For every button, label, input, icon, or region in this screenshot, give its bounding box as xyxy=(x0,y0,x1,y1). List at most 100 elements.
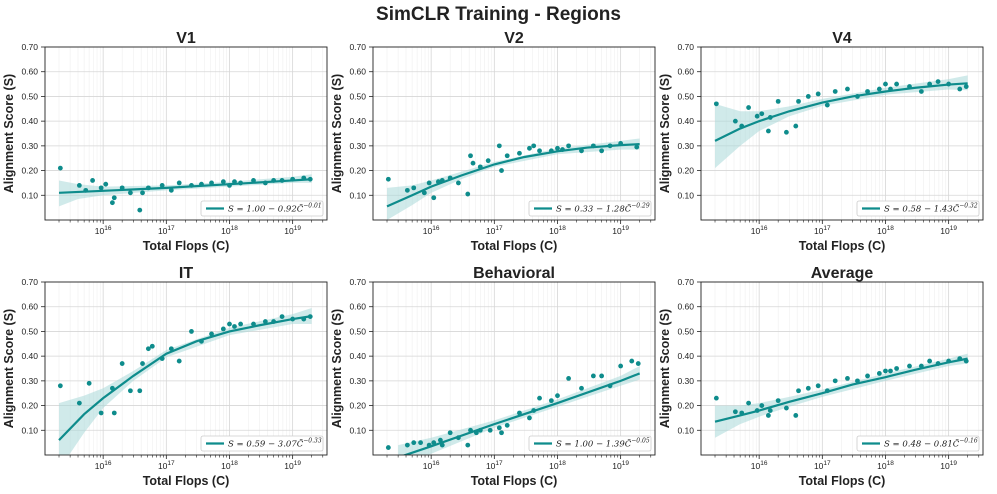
y-tick-label: 0.30 xyxy=(677,141,694,151)
data-point xyxy=(579,148,584,154)
data-point xyxy=(759,111,765,117)
data-point xyxy=(548,148,554,154)
panel-title: V4 xyxy=(832,30,852,47)
x-tick-label: 1016 xyxy=(751,460,768,471)
data-point xyxy=(957,356,963,362)
data-point xyxy=(935,361,941,366)
data-point xyxy=(555,393,560,399)
data-point xyxy=(815,91,821,97)
data-point xyxy=(894,81,899,87)
y-axis-label: Alignment Score (S) xyxy=(2,74,16,193)
data-point xyxy=(189,329,194,334)
y-tick-label: 0.10 xyxy=(677,190,694,200)
data-point xyxy=(137,207,143,213)
x-tick-label: 1017 xyxy=(158,225,175,236)
legend-box xyxy=(856,200,980,217)
data-point xyxy=(832,378,838,384)
data-point xyxy=(111,410,117,416)
data-point xyxy=(411,185,417,191)
data-point xyxy=(805,94,811,99)
data-point xyxy=(128,190,133,196)
data-point xyxy=(385,176,391,182)
data-point xyxy=(894,366,899,371)
y-tick-label: 0.50 xyxy=(677,326,694,336)
x-tick-label: 1018 xyxy=(549,225,566,236)
x-tick-label: 1019 xyxy=(940,460,957,471)
data-point xyxy=(888,368,893,374)
data-point xyxy=(307,314,313,319)
confidence-band xyxy=(715,353,968,438)
data-point xyxy=(385,445,391,450)
y-axis-label: Alignment Score (S) xyxy=(658,74,672,193)
data-point xyxy=(560,147,565,152)
y-tick-label: 0.70 xyxy=(349,42,366,52)
x-tick-label: 1019 xyxy=(612,225,629,236)
data-point xyxy=(447,430,453,436)
y-tick-label: 0.40 xyxy=(349,351,366,361)
x-tick-label: 1017 xyxy=(486,225,503,236)
data-point xyxy=(531,408,537,413)
x-tick-label: 1016 xyxy=(95,460,112,471)
x-tick-label: 1019 xyxy=(284,460,301,471)
y-tick-label: 0.20 xyxy=(349,401,366,411)
data-point xyxy=(607,143,613,149)
chart-panel-5: 1016 1017 1018 1019 0.10 0.20 0.30 0.40 0.50 0.60… xyxy=(330,265,656,488)
data-point xyxy=(888,86,893,92)
fit-line xyxy=(58,315,312,441)
data-point xyxy=(199,181,204,187)
plot-frame xyxy=(372,46,656,221)
data-point xyxy=(220,326,226,332)
data-point xyxy=(907,84,912,89)
legend-label: S = 1.00 − 0.92C̃−0.01 xyxy=(228,203,322,215)
data-point xyxy=(404,442,410,448)
data-point xyxy=(775,398,781,404)
data-point xyxy=(746,400,751,406)
data-point xyxy=(209,331,214,337)
data-point xyxy=(713,101,719,107)
data-point xyxy=(279,314,285,319)
legend-box xyxy=(528,200,652,217)
data-point xyxy=(437,437,443,443)
data-point xyxy=(607,383,613,389)
data-point xyxy=(946,358,952,364)
data-point xyxy=(784,129,789,135)
fit-line xyxy=(402,372,641,455)
x-tick-label: 1019 xyxy=(612,460,629,471)
y-tick-label: 0.40 xyxy=(21,351,38,361)
data-point xyxy=(159,183,165,188)
data-point xyxy=(456,435,461,441)
x-tick-label: 1017 xyxy=(158,460,175,471)
data-point xyxy=(103,181,109,187)
data-point xyxy=(465,442,471,448)
data-point xyxy=(855,94,860,99)
panel-title: V2 xyxy=(504,30,524,47)
chart-panel-1: 1016 1017 1018 1019 0.10 0.20 0.30 0.40 0.50 0.60… xyxy=(2,30,328,253)
y-tick-label: 0.30 xyxy=(21,376,38,386)
y-tick-label: 0.60 xyxy=(21,302,38,312)
data-point xyxy=(137,388,143,394)
data-point xyxy=(775,98,781,104)
y-tick-label: 0.60 xyxy=(677,67,694,77)
y-tick-label: 0.40 xyxy=(349,116,366,126)
data-point xyxy=(98,410,104,416)
data-point xyxy=(935,79,941,84)
y-tick-label: 0.20 xyxy=(349,166,366,176)
y-tick-label: 0.20 xyxy=(677,401,694,411)
data-point xyxy=(128,388,133,394)
data-point xyxy=(220,179,226,185)
x-tick-label: 1017 xyxy=(814,225,831,236)
chart-panel-3: 1016 1017 1018 1019 0.10 0.20 0.30 0.40 0.50 0.60… xyxy=(658,30,984,253)
x-axis-label: Total Flops (C) xyxy=(143,239,230,253)
x-tick-label: 1018 xyxy=(877,460,894,471)
data-point xyxy=(57,383,63,389)
data-point xyxy=(83,187,89,193)
legend-box xyxy=(200,435,324,452)
legend-label: S = 0.59 − 3.07C̃−0.33 xyxy=(228,438,322,450)
panel-title: IT xyxy=(179,265,193,282)
data-point xyxy=(262,319,268,324)
y-tick-label: 0.20 xyxy=(21,166,38,176)
data-point xyxy=(824,388,830,394)
data-point xyxy=(876,371,882,376)
data-point xyxy=(109,385,115,391)
data-point xyxy=(86,380,92,386)
